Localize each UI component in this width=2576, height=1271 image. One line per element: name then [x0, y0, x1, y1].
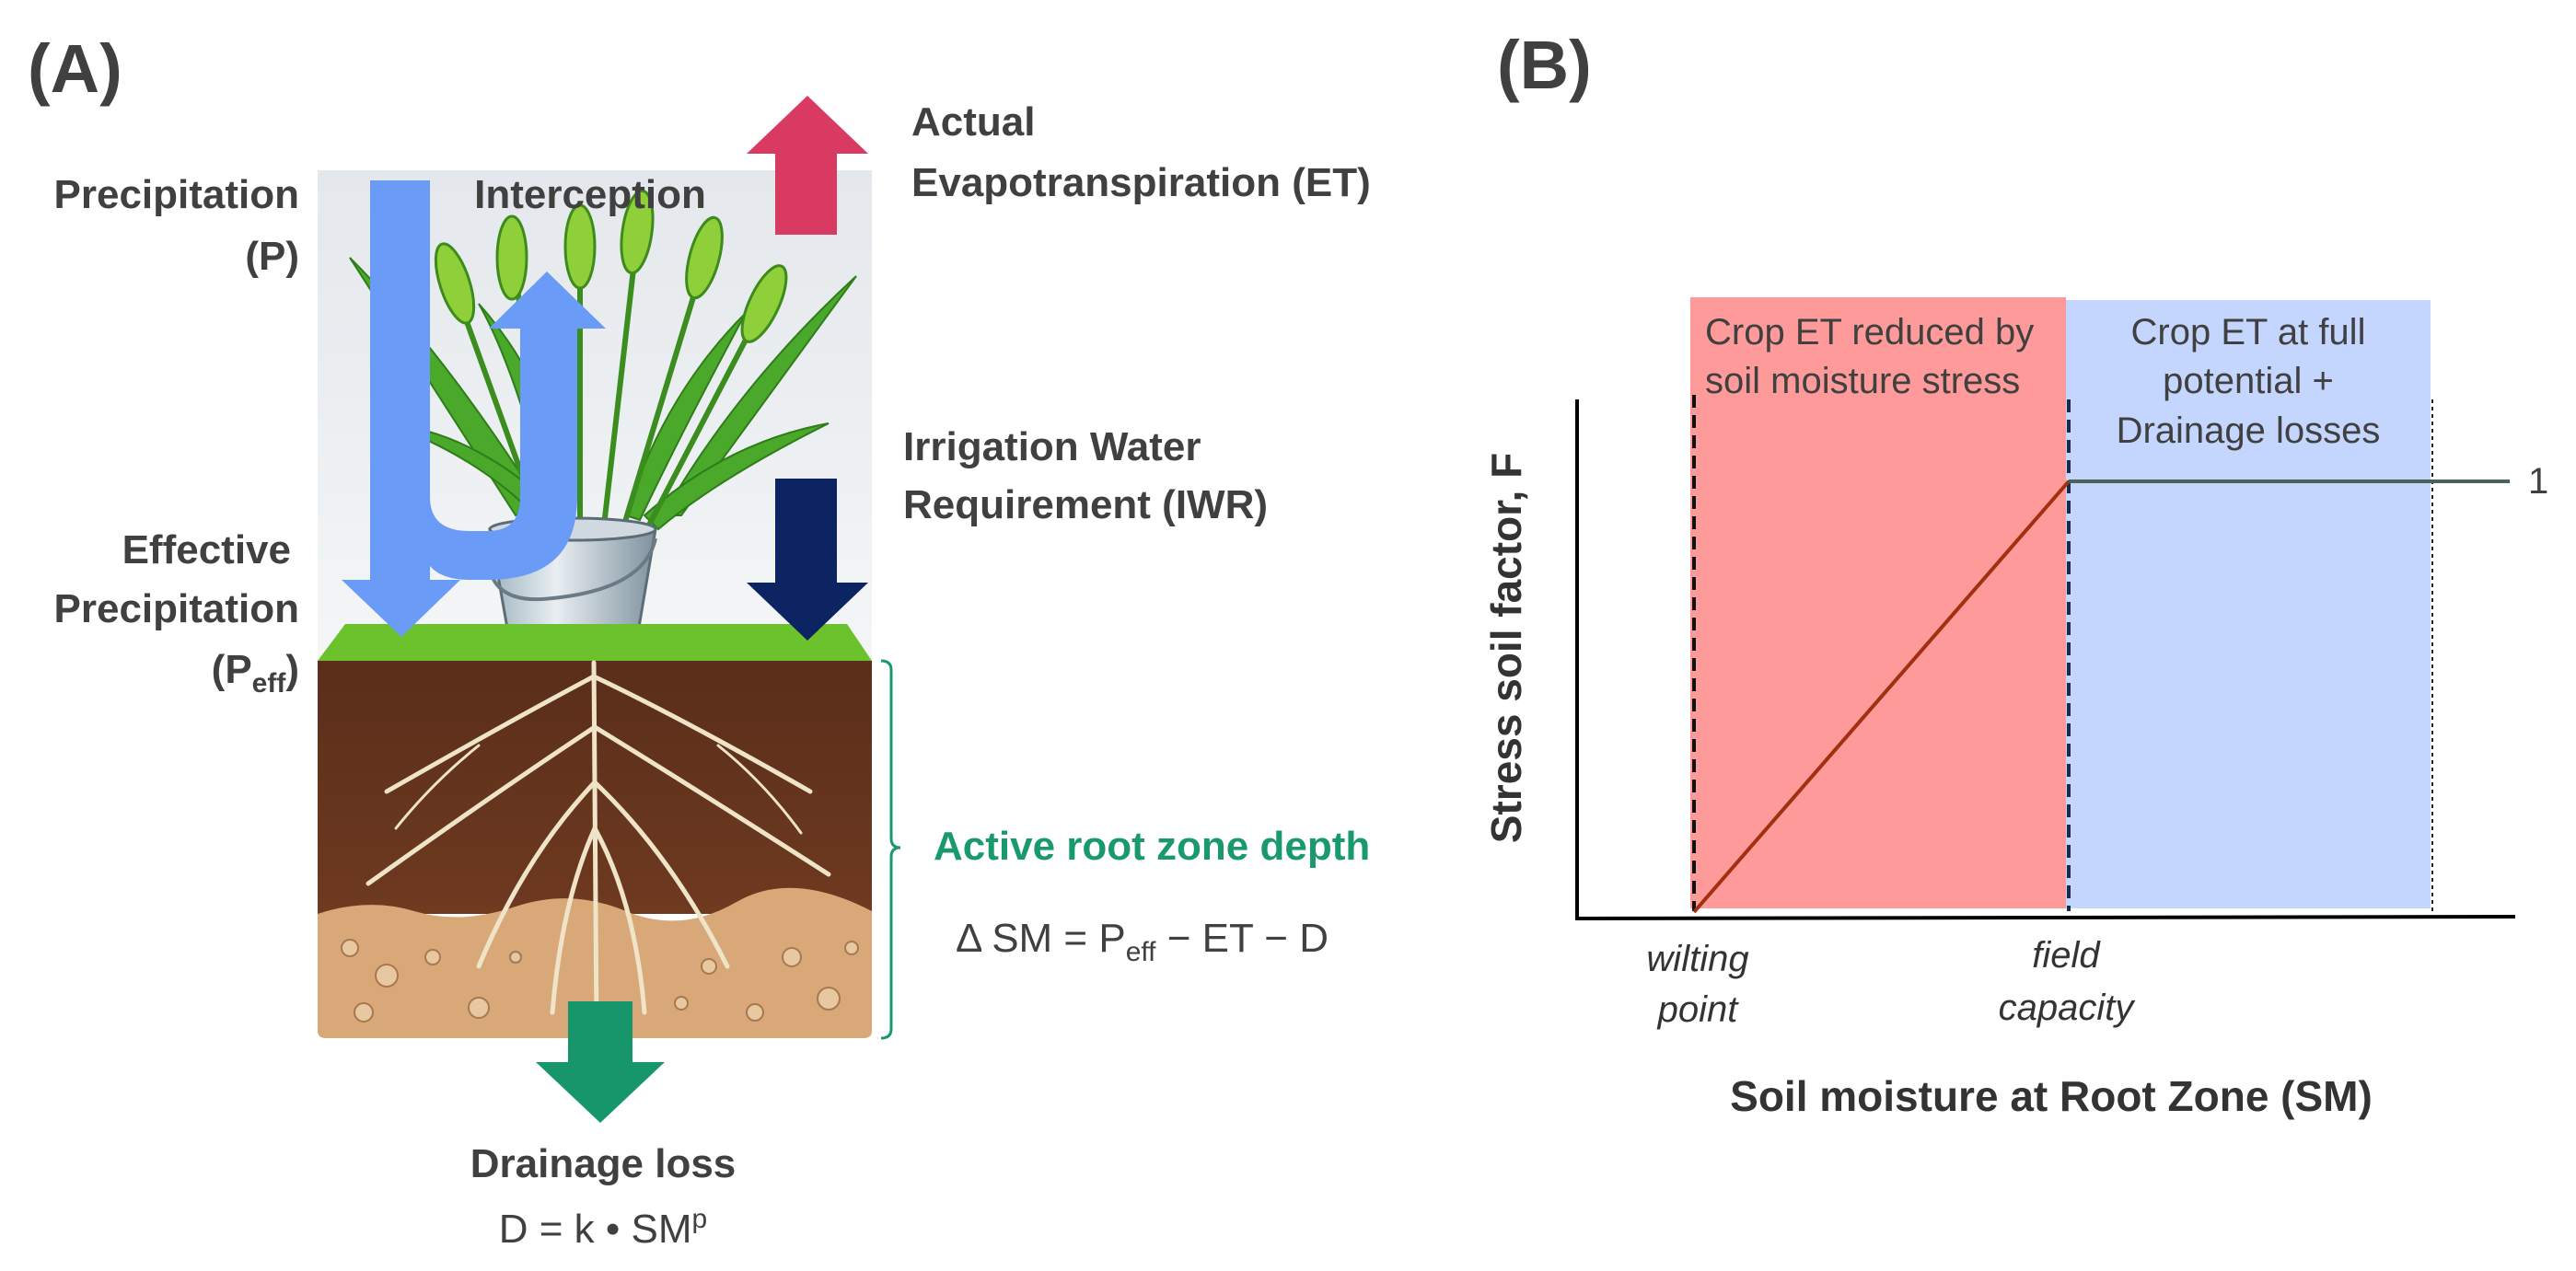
full-potential-region [2066, 300, 2431, 908]
roots [366, 660, 831, 1034]
water-balance-equation: Δ SM = Peff − ET − D [956, 916, 1329, 967]
actual-et-label-line1: Actual [911, 99, 1035, 144]
drainage-arrow [536, 1001, 665, 1123]
iwr-arrow [747, 479, 868, 641]
effective-precip-symbol: (Peff) [212, 647, 299, 699]
panel-a-label: (A) [28, 30, 122, 107]
svg-text:capacity: capacity [1999, 988, 2137, 1028]
y-tick-1: 1 [2528, 461, 2548, 502]
stress-region-text-1: Crop ET reduced by [1705, 312, 2034, 352]
stress-region [1690, 297, 2066, 908]
iwr-label-line2: Requirement (IWR) [903, 482, 1268, 527]
svg-text:field: field [2032, 935, 2101, 976]
et-arrow [747, 96, 868, 235]
interception-label: Interception [474, 172, 706, 217]
stress-factor-chart: Crop ET reduced by soil moisture stress … [1482, 297, 2548, 1120]
root-zone-bracket [880, 659, 901, 1040]
root-zone-label: Active root zone depth [934, 824, 1370, 869]
precipitation-symbol: (P) [245, 234, 299, 279]
x-tick-wilting-point: wilting point [1646, 939, 1748, 1030]
panel-b-label: (B) [1497, 27, 1592, 103]
y-axis-label: Stress soil factor, F [1482, 453, 1530, 843]
x-axis [1574, 915, 2516, 920]
stress-region-text-2: soil moisture stress [1705, 361, 2020, 401]
wheat-ears [434, 189, 788, 343]
effective-precip-line2: Precipitation [54, 586, 300, 631]
x-tick-field-capacity: field capacity [1999, 935, 2137, 1028]
full-region-text-1: Crop ET at full [2131, 312, 2366, 352]
drainage-formula: D = k • SMp [499, 1204, 707, 1252]
iwr-label-line1: Irrigation Water [903, 424, 1201, 469]
drainage-label: Drainage loss [470, 1141, 737, 1186]
full-region-text-2: potential + [2163, 361, 2334, 401]
stress-ramp-segment [1692, 480, 2071, 914]
full-region-text-3: Drainage losses [2117, 410, 2381, 451]
precipitation-arrow [342, 180, 606, 637]
effective-precip-line1: Effective [122, 527, 291, 572]
svg-text:wilting: wilting [1646, 939, 1748, 979]
precipitation-label: Precipitation [54, 172, 300, 217]
actual-et-label-line2: Evapotranspiration (ET) [911, 160, 1371, 205]
grass [318, 624, 872, 661]
svg-text:point: point [1657, 989, 1740, 1030]
x-axis-label: Soil moisture at Root Zone (SM) [1730, 1072, 2373, 1120]
